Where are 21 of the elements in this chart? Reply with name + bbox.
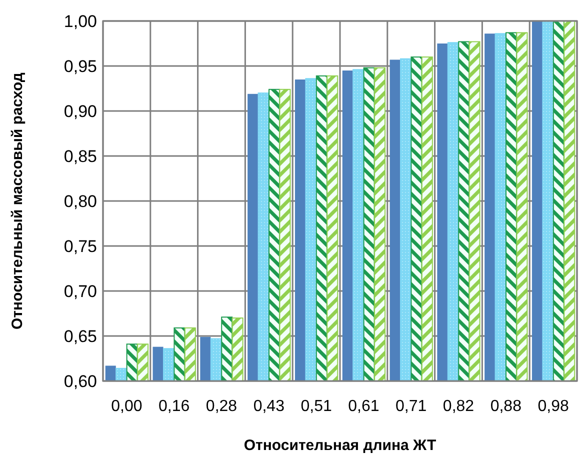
y-tick-label: 0,70 [64, 282, 97, 301]
y-axis-title: Относительный массовый расход [9, 72, 26, 330]
y-tick-label: 0,75 [64, 236, 97, 256]
x-tick-label: 0,51 [300, 398, 332, 415]
y-tick-label: 0,90 [64, 102, 97, 121]
x-tick-label: 0,61 [348, 398, 380, 415]
y-tick-label: 0,60 [64, 372, 97, 391]
x-tick-label: 0,71 [396, 398, 427, 415]
y-tick-label: 1,00 [64, 12, 97, 31]
y-tick-label: 0,65 [64, 326, 97, 346]
x-axis-title: Относительная длина ЖТ [244, 437, 436, 454]
x-tick-label: 0,16 [158, 398, 190, 415]
x-tick-label: 0,88 [490, 398, 522, 415]
y-tick-label: 0,85 [64, 146, 97, 166]
y-tick-label: 0,80 [64, 192, 97, 211]
x-tick-label: 0,82 [442, 398, 474, 415]
x-tick-label: 0,00 [111, 398, 142, 415]
y-tick-label: 0,95 [64, 56, 97, 76]
x-tick-label: 0,43 [253, 398, 285, 415]
x-tick-label: 0,98 [538, 398, 569, 415]
x-tick-label: 0,28 [206, 398, 238, 415]
